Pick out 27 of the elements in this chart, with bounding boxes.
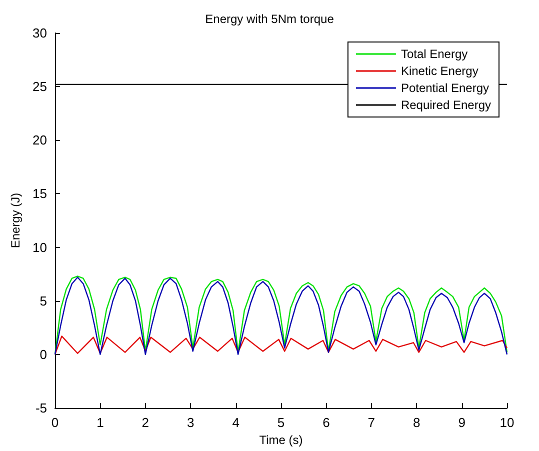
x-tick-label: 8 [412, 415, 420, 430]
legend-label: Kinetic Energy [400, 64, 478, 78]
y-axis-title: Energy (J) [8, 192, 23, 248]
x-axis-title: Time (s) [259, 433, 303, 447]
legend-label: Total Energy [400, 47, 468, 61]
legend-label: Potential Energy [400, 81, 490, 95]
y-tick-label: 10 [32, 240, 47, 255]
x-tick-label: 1 [96, 415, 104, 430]
x-tick-label: 2 [142, 415, 150, 430]
y-tick-label: 0 [40, 346, 47, 362]
line-series [54, 336, 508, 356]
x-tick-label: 9 [458, 415, 466, 430]
x-tick-label: 6 [322, 415, 330, 430]
x-tick-label: 0 [51, 415, 59, 430]
x-tick-label: 4 [232, 415, 240, 430]
chart-title: Energy with 5Nm torque [205, 12, 334, 26]
y-tick-label: 15 [32, 186, 47, 202]
x-tick-label: 10 [500, 415, 514, 430]
y-tick-label: 5 [40, 293, 47, 308]
legend-label: Required Energy [400, 98, 492, 112]
y-tick-label: 30 [32, 26, 47, 40]
x-tick-label: 7 [368, 415, 376, 430]
y-tick-label: 25 [32, 79, 47, 94]
x-tick-label: 5 [277, 415, 285, 430]
y-tick-label: 20 [32, 132, 47, 148]
x-tick-label: 3 [186, 415, 194, 430]
y-tick-label: -5 [35, 400, 47, 416]
